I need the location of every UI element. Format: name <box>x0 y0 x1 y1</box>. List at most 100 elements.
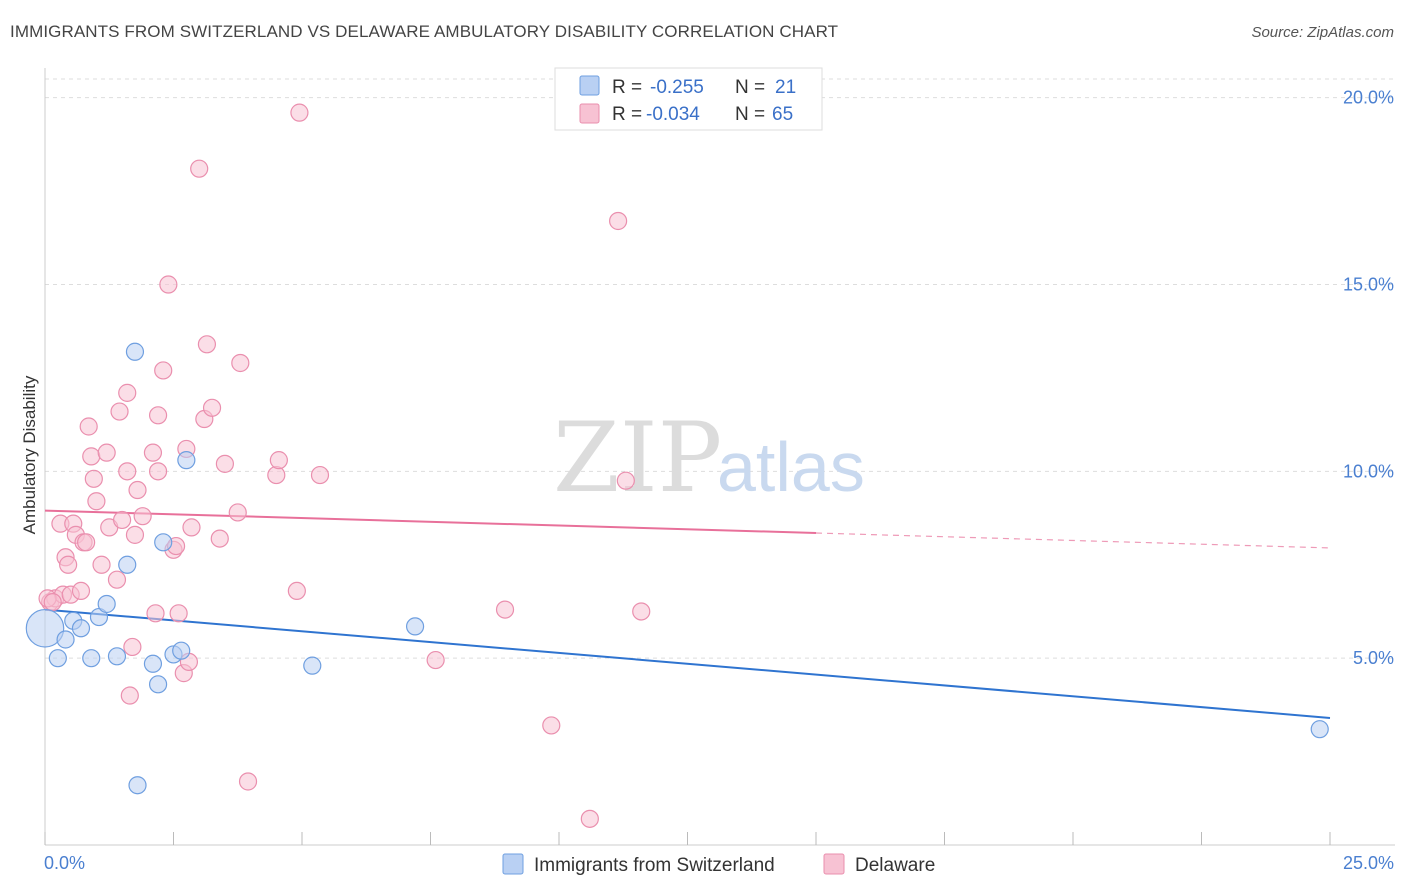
source-label: Source: ZipAtlas.com <box>1251 24 1394 41</box>
point-switzerland <box>172 641 191 660</box>
point-switzerland <box>405 617 425 636</box>
point-delaware <box>210 529 229 548</box>
point-switzerland <box>71 619 91 638</box>
point-delaware <box>92 555 111 574</box>
point-delaware <box>609 211 628 231</box>
point-delaware <box>87 492 106 511</box>
point-switzerland <box>1310 720 1329 739</box>
point-delaware <box>542 716 561 735</box>
point-switzerland <box>56 630 75 649</box>
point-switzerland <box>125 342 145 361</box>
point-delaware <box>269 451 288 470</box>
point-switzerland <box>82 649 101 668</box>
point-delaware <box>120 686 139 705</box>
point-switzerland <box>118 555 137 574</box>
point-delaware <box>112 510 132 530</box>
trend-line-switzerland <box>44 608 1331 719</box>
y-tick-label: 20.0% <box>1343 88 1394 108</box>
legend-swatch-switzerland <box>579 75 600 96</box>
point-delaware <box>580 809 599 828</box>
point-delaware <box>310 465 330 485</box>
point-delaware <box>146 604 165 623</box>
point-delaware <box>143 443 163 462</box>
bottom-legend-label-switzerland: Immigrants from Switzerland <box>534 855 775 876</box>
point-switzerland <box>25 608 65 648</box>
legend-n-value-1: 21 <box>775 77 796 98</box>
series-legend: Immigrants from Switzerland Delaware <box>502 853 935 876</box>
point-delaware <box>632 602 651 621</box>
point-delaware <box>190 159 209 178</box>
chart-title: IMMIGRANTS FROM SWITZERLAND VS DELAWARE … <box>10 22 839 41</box>
point-delaware <box>125 525 145 544</box>
point-delaware <box>128 480 147 500</box>
data-points <box>25 103 1329 828</box>
point-delaware <box>133 507 152 526</box>
legend-n-label-2: N = <box>735 104 765 125</box>
point-delaware <box>154 361 173 380</box>
point-switzerland <box>107 647 127 666</box>
point-delaware <box>290 103 309 122</box>
point-delaware <box>426 650 445 670</box>
point-delaware <box>231 353 250 373</box>
y-tick-label: 10.0% <box>1343 461 1394 481</box>
point-delaware <box>148 406 168 425</box>
point-delaware <box>148 462 168 481</box>
point-delaware <box>118 383 137 402</box>
point-delaware <box>228 503 247 522</box>
point-delaware <box>107 570 127 589</box>
legend-r-value-1: -0.255 <box>650 77 704 98</box>
bottom-legend-swatch-delaware <box>823 853 845 875</box>
point-delaware <box>97 443 116 462</box>
legend-n-label-1: N = <box>735 77 765 98</box>
point-delaware <box>202 398 222 417</box>
point-delaware <box>79 417 98 436</box>
point-delaware <box>77 533 96 552</box>
point-delaware <box>238 772 258 791</box>
y-tick-labels: 5.0% 10.0% 15.0% 20.0% <box>1343 88 1394 668</box>
point-delaware <box>110 402 129 421</box>
trend-line-delaware <box>44 509 817 534</box>
point-switzerland <box>48 649 67 668</box>
point-switzerland <box>177 451 196 470</box>
point-switzerland <box>148 675 168 694</box>
gridlines <box>45 78 1395 659</box>
point-delaware <box>71 581 91 601</box>
point-delaware <box>123 637 142 657</box>
point-delaware <box>267 465 286 485</box>
trend-line-extension-delaware <box>815 532 1331 549</box>
point-delaware <box>287 581 306 601</box>
point-switzerland <box>128 776 147 795</box>
point-delaware <box>159 275 178 294</box>
legend-n-value-2: 65 <box>772 104 793 125</box>
trend-lines <box>44 509 1331 719</box>
point-delaware <box>84 469 103 488</box>
bottom-legend-swatch-switzerland <box>502 853 524 875</box>
point-delaware <box>215 454 234 473</box>
point-delaware <box>197 335 217 354</box>
bottom-legend-label-delaware: Delaware <box>855 855 935 876</box>
point-switzerland <box>303 656 322 675</box>
y-axis-label: Ambulatory Disability <box>20 375 39 534</box>
legend-r-label-1: R = <box>612 77 642 98</box>
x-tick-min: 0.0% <box>44 853 85 873</box>
x-tick-max: 25.0% <box>1343 853 1394 873</box>
point-delaware <box>495 600 515 619</box>
legend-r-label-2: R = <box>612 104 642 125</box>
watermark-zip: ZIP <box>553 402 722 514</box>
point-delaware <box>82 447 101 466</box>
point-delaware <box>182 518 201 537</box>
point-switzerland <box>97 594 116 614</box>
point-delaware <box>59 555 78 574</box>
point-delaware <box>169 604 188 623</box>
point-delaware <box>616 471 635 490</box>
y-tick-label: 15.0% <box>1343 275 1394 295</box>
point-delaware <box>43 593 62 612</box>
correlation-legend: R = -0.255 N = 21 R = -0.034 N = 65 <box>554 67 823 131</box>
watermark-atlas: atlas <box>717 428 865 506</box>
legend-swatch-delaware <box>579 103 600 124</box>
point-delaware <box>118 462 137 481</box>
axes <box>44 68 1395 846</box>
point-switzerland <box>143 654 163 673</box>
legend-r-value-2: -0.034 <box>646 104 700 125</box>
